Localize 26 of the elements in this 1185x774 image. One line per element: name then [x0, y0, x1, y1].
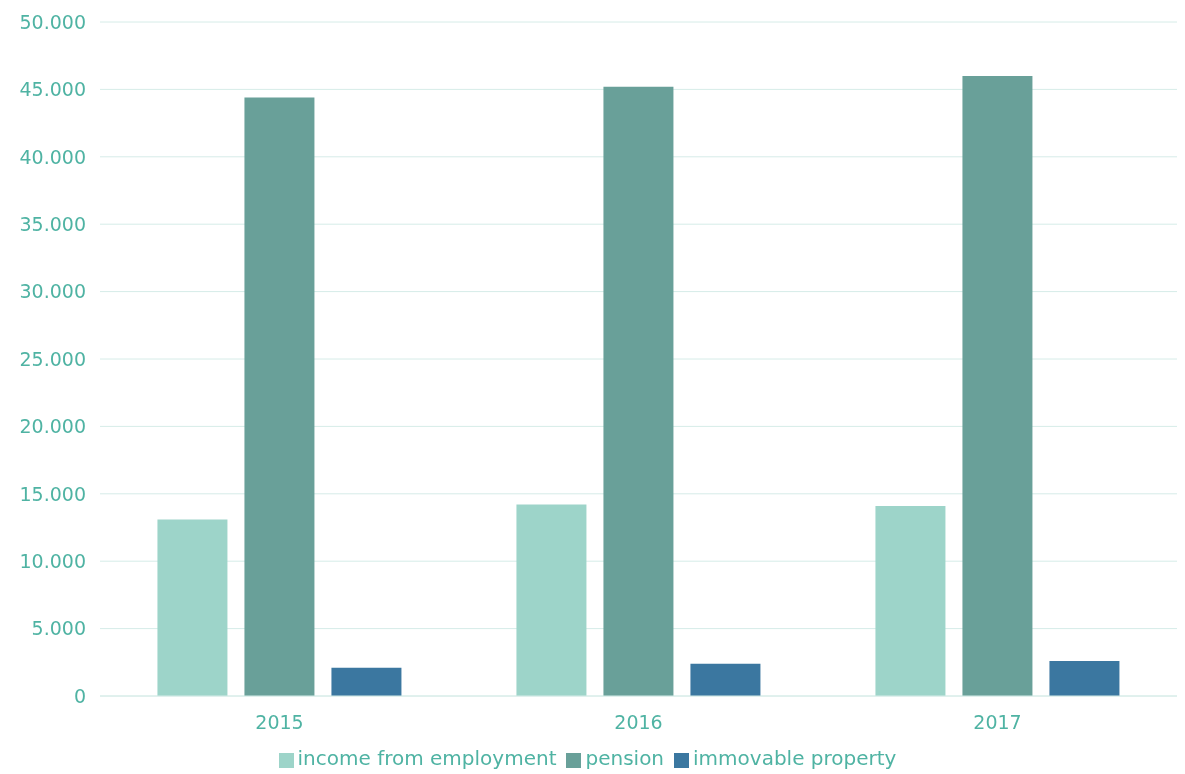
- bar: [962, 75, 1033, 696]
- y-tick-label: 40.000: [19, 145, 86, 168]
- x-tick-label: 2015: [255, 711, 304, 734]
- y-tick-label: 10.000: [19, 549, 86, 572]
- bar: [331, 667, 402, 696]
- y-tick-label: 5.000: [31, 617, 86, 640]
- legend-label: immovable property: [693, 746, 897, 770]
- y-tick-label: 30.000: [19, 280, 86, 303]
- y-tick-label: 50.000: [19, 10, 86, 33]
- bar: [157, 519, 228, 696]
- y-tick-label: 45.000: [19, 78, 86, 101]
- y-tick-label: 25.000: [19, 347, 86, 370]
- x-tick-label: 2017: [973, 711, 1022, 734]
- bar: [875, 505, 946, 696]
- x-tick-label: 2016: [614, 711, 663, 734]
- legend-label: pension: [585, 746, 665, 770]
- bar: [603, 86, 674, 696]
- y-tick-label: 15.000: [19, 482, 86, 505]
- bar: [516, 504, 587, 696]
- y-tick-label: 20.000: [19, 415, 86, 438]
- legend-label: income from employment: [297, 746, 557, 770]
- y-tick-label: 35.000: [19, 212, 86, 235]
- bar: [1049, 660, 1120, 696]
- y-tick-label: 0: [73, 684, 86, 707]
- bar: [244, 97, 315, 696]
- bar: [690, 663, 761, 696]
